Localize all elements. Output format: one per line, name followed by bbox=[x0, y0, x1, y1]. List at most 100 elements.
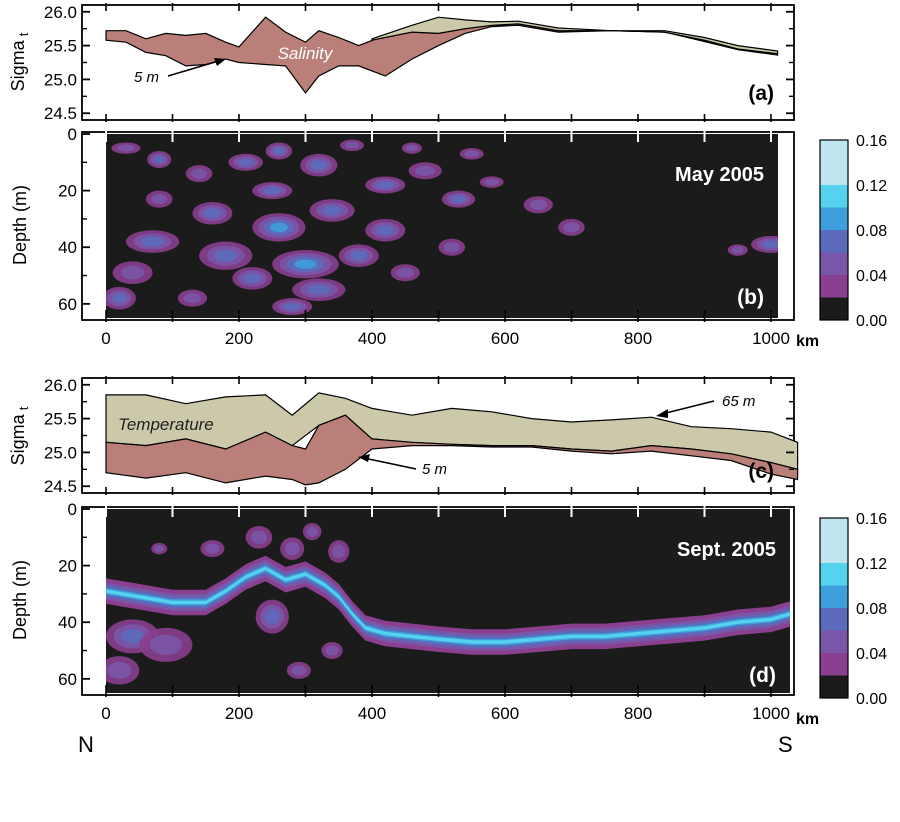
y-tick-label-d-3: 60 bbox=[58, 670, 77, 689]
colorbar-label-d-0: 0.16 bbox=[856, 511, 887, 528]
contour-blob-b-8-2 bbox=[415, 165, 436, 176]
colorbar-segment-b-2 bbox=[820, 252, 848, 275]
y-tick-label-d-2: 40 bbox=[58, 613, 77, 632]
contour-blob-b-14-4 bbox=[270, 222, 288, 233]
panel-c-y-axis-title: Sigmat bbox=[8, 406, 31, 465]
y-tick-label-b-1: 20 bbox=[58, 182, 77, 201]
panel-d-x-tick-labels: 0 200 400 600 800 1000 bbox=[101, 704, 790, 723]
contour-blob-b-34-2 bbox=[405, 144, 418, 152]
panel-d-title: Sept. 2005 bbox=[677, 539, 776, 561]
panel-a-areas bbox=[105, 16, 779, 94]
x-tick-label-d-1: 200 bbox=[225, 704, 253, 723]
contour-blob-b-16-3 bbox=[376, 225, 394, 236]
sigma-area-salinity-c bbox=[105, 414, 799, 486]
y-tick-label-c-2: 25.5 bbox=[44, 410, 77, 429]
colorbar-segment-d-1 bbox=[820, 653, 848, 676]
panel-b-contours bbox=[106, 139, 778, 316]
colorbar-b: 0.16 0.12 0.08 0.04 0.00 bbox=[819, 133, 887, 330]
x-tick-label-d-5: 1000 bbox=[752, 704, 790, 723]
colorbar-segment-d-6 bbox=[820, 540, 848, 563]
y-tick-label-d-1: 20 bbox=[58, 557, 77, 576]
contour-blob-b-27-3 bbox=[283, 303, 301, 311]
contour-blob-d-9-2 bbox=[325, 645, 339, 656]
y-tick-label-a-2: 25.5 bbox=[44, 37, 77, 56]
panel-c-ticks bbox=[82, 376, 794, 495]
panel-d-y-tick-labels: 0 20 40 60 bbox=[58, 500, 77, 689]
temperature-annotation: Temperature bbox=[118, 415, 214, 434]
layer-band-d-1 bbox=[106, 560, 790, 651]
x-tick-label-d-4: 800 bbox=[624, 704, 652, 723]
contour-blob-b-20-3 bbox=[350, 250, 368, 261]
y-tick-label-c-3: 26.0 bbox=[44, 376, 77, 395]
colorbar-segment-d-0 bbox=[820, 675, 848, 698]
contour-blob-b-28-2 bbox=[151, 194, 168, 205]
panel-c-label: (c) bbox=[748, 460, 774, 483]
contour-blob-b-33-2 bbox=[464, 150, 479, 158]
contour-blob-b-26-2 bbox=[183, 293, 202, 304]
contour-blob-d-1-2 bbox=[149, 634, 182, 656]
contour-blob-b-13-3 bbox=[203, 208, 221, 219]
five-m-arrow-a bbox=[167, 59, 223, 77]
colorbar-segment-d-7 bbox=[820, 518, 848, 541]
contour-blob-b-29-3 bbox=[263, 187, 281, 195]
y-tick-label-b-0: 0 bbox=[68, 125, 77, 144]
panel-d-sept-2005: 0 20 40 60 0 200 400 600 800 1000 Depth (m) Sept… bbox=[10, 500, 887, 728]
colorbar-segment-b-7 bbox=[820, 140, 848, 163]
colorbar-label-b-4: 0.00 bbox=[856, 313, 887, 330]
contour-blob-b-15-3 bbox=[322, 205, 342, 216]
five-m-annotation-c: 5 m bbox=[422, 461, 447, 478]
y-tick-label-c-1: 25.0 bbox=[44, 443, 77, 462]
y-tick-label-d-0: 0 bbox=[68, 500, 77, 519]
colorbar-label-b-1: 0.12 bbox=[856, 178, 887, 195]
contour-blob-d-8-2 bbox=[291, 665, 307, 676]
colorbar-label-d-3: 0.04 bbox=[856, 646, 887, 663]
contour-blob-b-18-3 bbox=[214, 249, 238, 262]
contour-blob-b-12-2 bbox=[563, 222, 580, 233]
contour-blob-b-4-3 bbox=[273, 147, 285, 155]
panel-a-ticks bbox=[82, 3, 794, 122]
colorbar-frame-d bbox=[819, 517, 849, 699]
colorbar-segment-d-2 bbox=[820, 630, 848, 653]
panel-a-label: (a) bbox=[748, 82, 774, 105]
contour-blob-b-21-2 bbox=[120, 265, 145, 280]
x-tick-label-b-0: 0 bbox=[101, 329, 110, 348]
contour-blob-d-7-2 bbox=[154, 545, 164, 553]
panel-c-y-tick-labels: 24.5 25.0 25.5 26.0 bbox=[44, 376, 77, 496]
contour-blob-b-10-2 bbox=[484, 178, 499, 186]
y-tick-label-b-2: 40 bbox=[58, 238, 77, 257]
panel-b-plot-area bbox=[106, 134, 778, 318]
contour-blob-b-0-2 bbox=[117, 144, 135, 152]
south-label: S bbox=[778, 732, 793, 757]
colorbar-segment-b-1 bbox=[820, 275, 848, 298]
contour-blob-d-3-2 bbox=[250, 530, 267, 545]
contour-blob-d-5-2 bbox=[285, 541, 300, 556]
contour-blob-d-2-2 bbox=[107, 661, 132, 679]
colorbar-label-b-0: 0.16 bbox=[856, 133, 887, 150]
panel-d-x-unit: km bbox=[796, 711, 819, 728]
y-tick-label-c-0: 24.5 bbox=[44, 477, 77, 496]
contour-blob-b-9-3 bbox=[451, 195, 466, 203]
panel-d-label: (d) bbox=[749, 664, 776, 687]
contour-blob-b-19-4 bbox=[294, 259, 317, 269]
contour-blob-d-6-2 bbox=[306, 526, 318, 537]
sixty-five-m-arrowhead bbox=[656, 409, 668, 418]
contour-blob-b-23-3 bbox=[307, 284, 331, 295]
contour-blob-d-10-2 bbox=[332, 544, 346, 559]
panel-d-contours bbox=[106, 523, 790, 685]
panel-b-x-unit: km bbox=[796, 333, 819, 350]
x-tick-label-d-3: 600 bbox=[491, 704, 519, 723]
colorbar-d: 0.16 0.12 0.08 0.04 0.00 bbox=[819, 511, 887, 708]
colorbar-segment-b-3 bbox=[820, 230, 848, 253]
sixty-five-m-arrow bbox=[661, 400, 715, 415]
five-m-annotation-a: 5 m bbox=[134, 69, 159, 86]
panel-b-ticks bbox=[82, 130, 772, 322]
colorbar-segment-b-5 bbox=[820, 185, 848, 208]
panel-a-y-tick-labels: 24.5 25.0 25.5 26.0 bbox=[44, 3, 77, 123]
panel-c-temperature-sigma: 24.5 25.0 25.5 26.0 Sigmat Temperature 65 m… bbox=[8, 376, 799, 496]
five-m-arrowhead-c bbox=[358, 454, 370, 462]
contour-blob-b-30-2 bbox=[443, 242, 460, 253]
contour-blob-b-7-3 bbox=[376, 181, 394, 189]
contour-blob-b-5-3 bbox=[310, 160, 327, 171]
panel-b-y-axis-title: Depth (m) bbox=[10, 185, 30, 265]
